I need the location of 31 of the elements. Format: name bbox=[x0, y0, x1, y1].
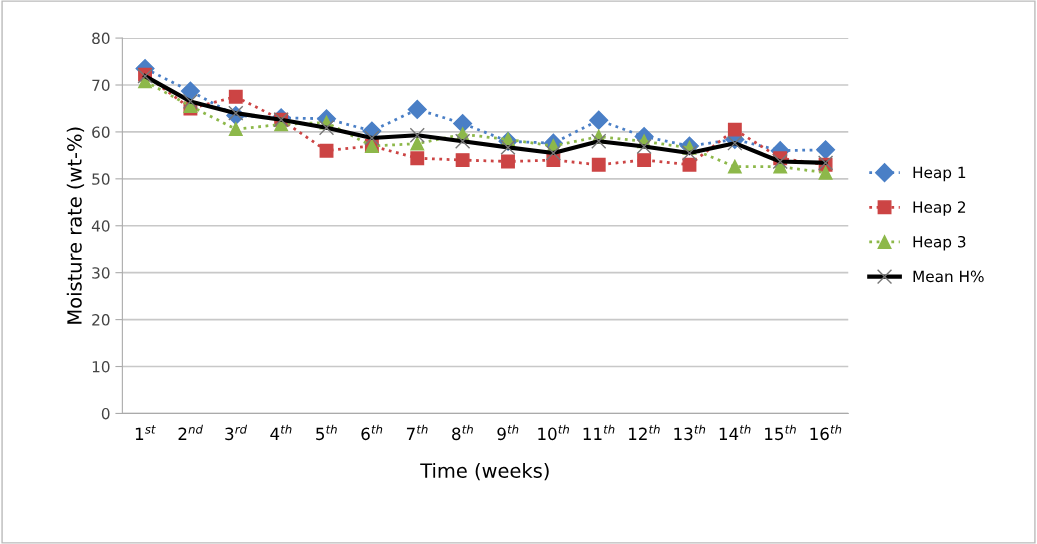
y-axis-title: Moisture rate (wt-%) bbox=[66, 127, 85, 324]
x-tick-label: 12$^{th}$ bbox=[629, 424, 660, 440]
x-tick-label: 16$^{th}$ bbox=[810, 424, 842, 441]
x-tick-label: 4$^{th}$ bbox=[270, 424, 292, 440]
x-tick-label: 6$^{th}$ bbox=[361, 424, 383, 441]
x-tick-label: 5$^{th}$ bbox=[316, 424, 337, 441]
x-tick-label: 1$^{st}$ bbox=[135, 425, 156, 440]
x-tick-label: 10$^{th}$ bbox=[538, 424, 569, 441]
legend-label: Mean H% bbox=[913, 270, 984, 283]
x-tick-label: 7$^{th}$ bbox=[406, 424, 428, 440]
x-tick-label: 11$^{th}$ bbox=[583, 424, 615, 440]
x-tick-label: 9$^{th}$ bbox=[497, 424, 519, 441]
y-tick-label: 80 bbox=[92, 32, 110, 45]
legend-label: Heap 1 bbox=[913, 166, 966, 182]
legend-label: Heap 2 bbox=[913, 201, 966, 216]
x-axis-title: Time (weeks) bbox=[420, 462, 549, 481]
y-tick-label: 40 bbox=[91, 220, 110, 232]
x-tick-label: 8$^{th}$ bbox=[452, 424, 473, 441]
y-tick-label: 10 bbox=[92, 360, 110, 373]
y-tick-label: 30 bbox=[92, 267, 110, 279]
x-tick-label: 2$^{nd}$ bbox=[178, 424, 203, 440]
x-tick-label: 15$^{th}$ bbox=[765, 424, 796, 441]
y-tick-label: 70 bbox=[92, 79, 110, 92]
x-tick-label: 3$^{rd}$ bbox=[225, 424, 248, 441]
legend-label: Heap 3 bbox=[913, 235, 966, 251]
x-tick-label: 14$^{th}$ bbox=[719, 424, 751, 440]
y-tick-label: 60 bbox=[92, 126, 110, 138]
y-tick-label: 50 bbox=[92, 173, 110, 185]
y-tick-label: 0 bbox=[101, 407, 110, 420]
y-tick-label: 20 bbox=[92, 314, 110, 326]
x-tick-label: 13$^{th}$ bbox=[674, 424, 706, 441]
